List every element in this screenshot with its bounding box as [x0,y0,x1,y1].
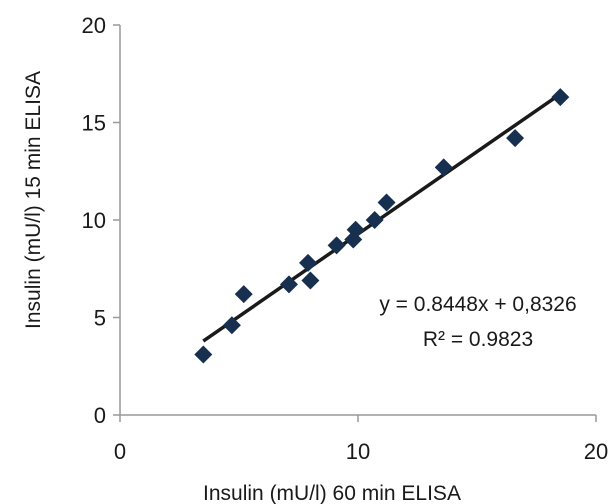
equation-label: y = 0.8448x + 0,8326 [379,293,576,316]
data-point [301,271,320,290]
data-point [222,316,241,335]
data-point [299,253,318,272]
x-tick-label: 10 [346,439,370,464]
data-point [377,193,396,212]
r-squared-label: R² = 0.9823 [423,328,533,351]
y-axis-title: Insulin (mU/l) 15 min ELISA [22,71,45,329]
y-tick-label: 15 [82,111,106,136]
data-point [234,285,253,304]
x-tick-label: 20 [584,439,608,464]
y-tick-label: 5 [94,306,106,331]
trendline [202,92,562,343]
data-point [194,345,213,364]
x-axis-title: Insulin (mU/l) 60 min ELISA [203,482,461,504]
y-tick-label: 0 [94,403,106,428]
x-tick-label: 0 [114,439,126,464]
y-tick-label: 10 [82,208,106,233]
data-point [365,211,384,229]
data-point [327,236,346,255]
data-point [279,275,298,294]
y-axis-ticks: 0 5 10 15 20 [82,13,120,428]
y-tick-label: 20 [82,13,106,38]
data-point [434,158,453,177]
x-axis-ticks: 0 10 20 [114,415,608,464]
data-points [194,88,570,364]
data-point [551,88,570,107]
data-point [506,129,525,148]
data-point [346,220,365,239]
